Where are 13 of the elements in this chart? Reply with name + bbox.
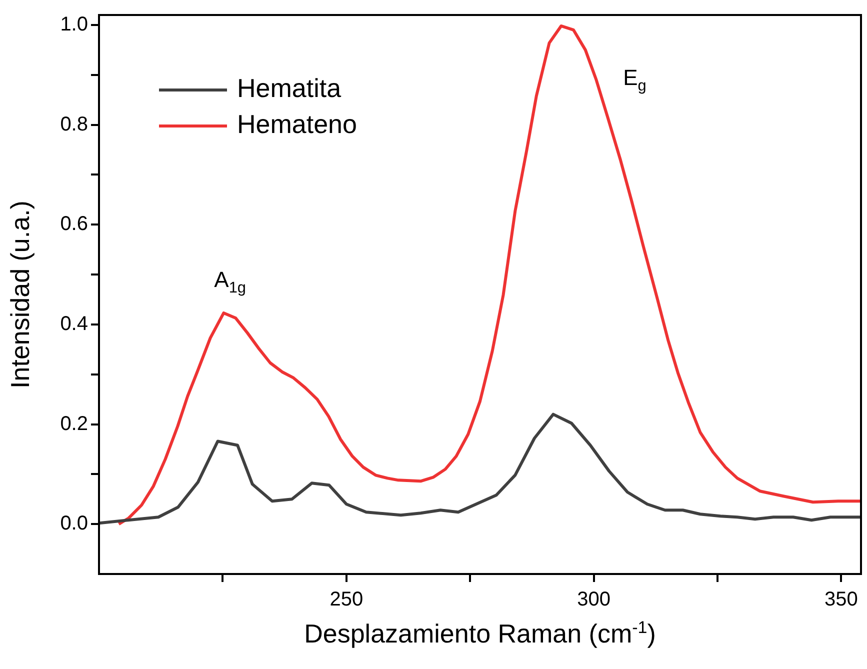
- y-tick-label: 0.2: [60, 412, 88, 435]
- y-tick-label: 0.4: [60, 312, 88, 335]
- y-tick-label: 1.0: [60, 14, 88, 36]
- x-tick-label: 350: [824, 588, 858, 611]
- legend-label: Hematita: [237, 73, 342, 104]
- legend-label: Hemateno: [237, 109, 357, 140]
- y-tick-label: 0.6: [60, 213, 88, 236]
- x-axis-title: Desplazamiento Raman (cm$^{-1}$): [303, 618, 657, 650]
- y-tick-label: 0.0: [60, 512, 88, 535]
- x-tick-label: 250: [330, 588, 364, 611]
- y-tick-label: 0.8: [60, 113, 88, 136]
- y-axis-title: Intensidad (u.a.): [4, 200, 35, 388]
- x-tick-label: 300: [577, 588, 610, 611]
